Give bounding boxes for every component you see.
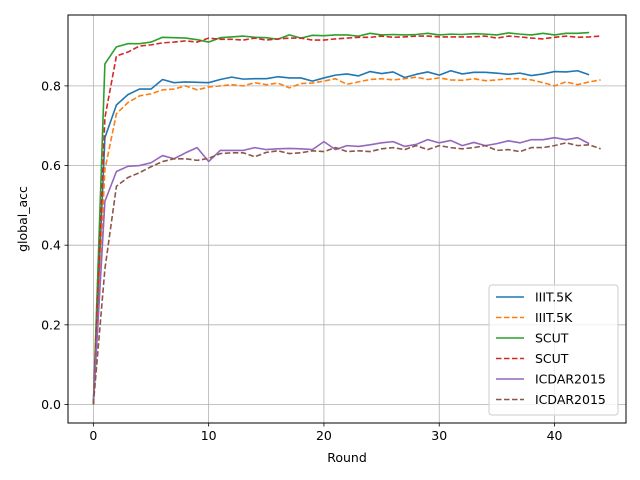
- x-axis-label: Round: [327, 450, 367, 465]
- y-tick-label: 0.8: [41, 78, 61, 93]
- y-axis-label: global_acc: [15, 186, 30, 252]
- legend-label: SCUT: [535, 331, 569, 346]
- x-tick-label: 10: [201, 428, 217, 443]
- series-line-scut-dashed: [92, 35, 601, 405]
- legend-label: SCUT: [535, 351, 569, 366]
- y-axis-ticks: 0.0 0.2 0.4 0.6 0.8: [41, 78, 68, 412]
- y-tick-label: 0.0: [41, 397, 61, 412]
- series-line-icdar2015-dashed: [92, 142, 601, 405]
- plot-area-frame: [67, 14, 627, 424]
- legend-label: IIIT.5K: [535, 310, 573, 325]
- legend-label: ICDAR2015: [535, 392, 606, 407]
- x-tick-label: 20: [316, 428, 332, 443]
- x-tick-label: 40: [547, 428, 563, 443]
- y-tick-label: 0.2: [41, 317, 61, 332]
- legend-label: IIIT.5K: [535, 290, 573, 305]
- series-layer: [92, 31, 601, 405]
- x-tick-label: 0: [89, 428, 97, 443]
- series-line-icdar2015-solid: [92, 136, 590, 405]
- series-line-scut-solid: [92, 31, 590, 405]
- y-tick-label: 0.4: [41, 238, 61, 253]
- y-tick-label: 0.6: [41, 158, 61, 173]
- x-tick-label: 30: [431, 428, 447, 443]
- legend-label: ICDAR2015: [535, 372, 606, 387]
- series-line-iiit-5k-solid: [92, 69, 590, 405]
- x-axis-ticks: 0 10 20 30 40: [89, 423, 563, 443]
- series-line-iiit-5k-dashed: [92, 76, 601, 405]
- legend: IIIT.5K IIIT.5K SCUT SCUT ICDAR2015 ICDAR2015: [488, 284, 619, 416]
